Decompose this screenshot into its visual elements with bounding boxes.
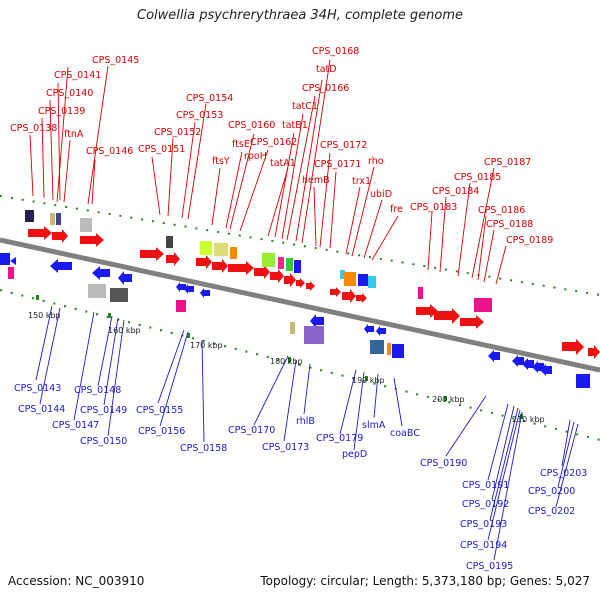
gene-label: slmA <box>362 420 386 431</box>
gene-label: CPS_0185 <box>454 172 501 183</box>
bottom-leader-lines <box>35 305 579 561</box>
gene-label: CPS_0143 <box>14 383 61 394</box>
gene-label: CPS_0146 <box>86 146 133 157</box>
gene-label: CPS_0194 <box>460 540 507 551</box>
gene-label: tatA1 <box>270 158 296 169</box>
gene-label: CPS_0172 <box>320 140 367 151</box>
gene-label: CPS_0153 <box>176 110 223 121</box>
upper-feature-boxes <box>8 210 492 312</box>
gene-label: CPS_0140 <box>46 88 93 99</box>
gene-label: ftsE <box>232 139 250 150</box>
tick-label: 200 kbp <box>432 395 465 404</box>
tick-labels: 150 kbp 160 kbp 170 kbp 180 kbp 190 kbp … <box>28 311 545 424</box>
gene-label: CPS_0190 <box>420 458 467 469</box>
gene-label: CPS_0166 <box>302 83 349 94</box>
gene-label: CPS_0195 <box>466 561 513 572</box>
gene-label: CPS_0170 <box>228 425 275 436</box>
bottom-gene-labels: CPS_0143 CPS_0144 CPS_0147 CPS_0148 CPS_… <box>14 383 587 572</box>
forward-gene-arrows <box>28 226 600 359</box>
gene-label: ubiD <box>370 189 392 200</box>
reverse-gene-arrows <box>0 253 552 376</box>
tick-label: 210 kbp <box>512 415 545 424</box>
gene-label: rhlB <box>296 416 315 427</box>
gene-label: CPS_0156 <box>138 426 185 437</box>
tick-label: 180 kbp <box>270 357 303 366</box>
gene-label: CPS_0191 <box>462 480 509 491</box>
gene-label: coaBC <box>390 428 420 439</box>
gene-label: CPS_0200 <box>528 486 575 497</box>
gene-label: trx1 <box>352 176 371 187</box>
gene-label: CPS_0148 <box>74 385 121 396</box>
gene-label: CPS_0147 <box>52 420 99 431</box>
gene-label: CPS_0154 <box>186 93 233 104</box>
gene-label: fre <box>390 204 403 215</box>
gene-label: CPS_0152 <box>154 127 201 138</box>
gene-label: CPS_0187 <box>484 157 531 168</box>
tick-label: 150 kbp <box>28 311 61 320</box>
gene-label: hemB <box>302 175 330 186</box>
upper-dotted-track <box>0 195 600 296</box>
gene-label: CPS_0158 <box>180 443 227 454</box>
top-gene-labels: CPS_0168 tatD CPS_0166 tatC1 tatB1 tatA1… <box>10 46 553 246</box>
gene-label: CPS_0139 <box>38 106 85 117</box>
gene-label: pepD <box>342 449 367 460</box>
gene-label: CPS_0141 <box>54 70 101 81</box>
gene-label: CPS_0183 <box>410 202 457 213</box>
accession-label: Accession: NC_003910 <box>8 574 145 588</box>
gene-label: CPS_0202 <box>528 506 575 517</box>
gene-label: CPS_0168 <box>312 46 359 57</box>
gene-label: tatC1 <box>292 101 318 112</box>
gene-label: tatD <box>316 64 337 75</box>
gene-label: CPS_0138 <box>10 123 57 134</box>
tick-label: 160 kbp <box>108 326 141 335</box>
gene-label: CPS_0193 <box>460 519 507 530</box>
gene-label: CPS_0189 <box>506 235 553 246</box>
gene-label: CPS_0155 <box>136 405 183 416</box>
lower-dotted-track <box>0 289 600 441</box>
map-title: Colwellia psychrerythraea 34H, complete … <box>137 8 463 23</box>
genome-summary: Topology: circular; Length: 5,373,180 bp… <box>260 574 590 588</box>
lower-feature-boxes <box>88 284 590 388</box>
gene-label: CPS_0145 <box>92 55 139 66</box>
top-leader-lines <box>29 59 507 285</box>
genome-backbone <box>0 237 600 373</box>
gene-label: CPS_0171 <box>314 159 361 170</box>
gene-label: CPS_0203 <box>540 468 587 479</box>
gene-label: rho <box>368 156 384 167</box>
gene-label: CPS_0184 <box>432 186 479 197</box>
gene-label: rpoH <box>244 151 267 162</box>
gene-label: CPS_0149 <box>80 405 127 416</box>
gene-label: CPS_0186 <box>478 205 525 216</box>
gene-label: tatB1 <box>282 120 308 131</box>
gene-label: CPS_0162 <box>250 137 297 148</box>
gene-label: CPS_0144 <box>18 404 65 415</box>
tick-label: 170 kbp <box>190 341 223 350</box>
gene-label: CPS_0150 <box>80 436 127 447</box>
gene-label: ftsY <box>212 156 230 167</box>
gene-label: CPS_0160 <box>228 120 275 131</box>
gene-label: CPS_0188 <box>486 219 533 230</box>
gene-label: CPS_0192 <box>462 499 509 510</box>
gene-label: CPS_0179 <box>316 433 363 444</box>
tick-label: 190 kbp <box>352 376 385 385</box>
gene-label: CPS_0173 <box>262 442 309 453</box>
gene-label: CPS_0151 <box>138 144 185 155</box>
gene-label: ftnA <box>64 129 84 140</box>
